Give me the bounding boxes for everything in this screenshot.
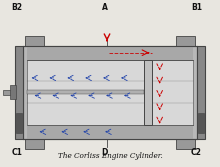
Bar bbox=[3, 90, 15, 95]
Text: C1: C1 bbox=[12, 148, 22, 157]
Bar bbox=[27, 125, 193, 139]
Bar bbox=[27, 90, 144, 94]
Bar bbox=[176, 139, 195, 148]
Bar bbox=[27, 60, 193, 125]
Text: B1: B1 bbox=[191, 3, 202, 12]
Bar bbox=[10, 85, 16, 99]
Bar bbox=[176, 36, 195, 46]
Bar bbox=[25, 36, 44, 46]
Bar bbox=[15, 46, 23, 139]
Bar bbox=[197, 46, 205, 139]
Text: D: D bbox=[101, 148, 108, 157]
Bar bbox=[25, 139, 44, 148]
Bar bbox=[144, 60, 152, 125]
Bar bbox=[27, 46, 193, 60]
Text: B2: B2 bbox=[12, 3, 23, 12]
Text: C2: C2 bbox=[191, 148, 202, 157]
Text: A: A bbox=[102, 3, 108, 12]
Text: The Corliss Engine Cylinder.: The Corliss Engine Cylinder. bbox=[58, 152, 162, 160]
Bar bbox=[16, 113, 22, 133]
Bar bbox=[198, 113, 204, 133]
Bar bbox=[23, 46, 197, 139]
